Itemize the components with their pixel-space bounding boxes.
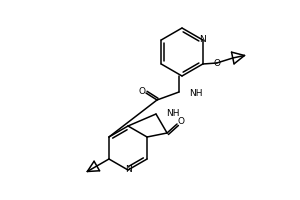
Text: N: N [124, 166, 131, 174]
Text: O: O [139, 88, 145, 97]
Text: NH: NH [166, 110, 179, 118]
Text: O: O [213, 58, 220, 68]
Text: O: O [178, 117, 184, 127]
Text: N: N [200, 36, 206, 45]
Text: NH: NH [189, 88, 202, 98]
